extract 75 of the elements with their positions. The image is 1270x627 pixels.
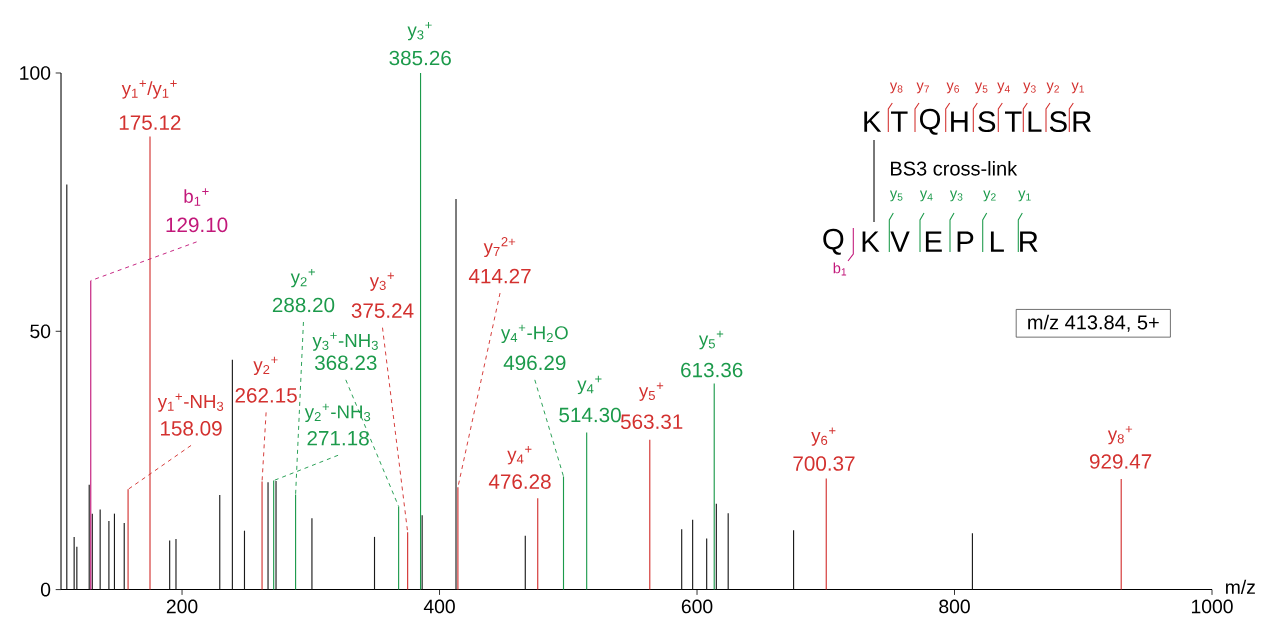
annotation: H	[951, 111, 968, 132]
annotation: y$_{7}$	[916, 82, 929, 94]
annotation: L	[990, 231, 1004, 252]
x-tick-label: 800	[939, 599, 970, 614]
annotation: T	[1005, 111, 1022, 132]
annotation: V	[890, 231, 910, 252]
text: y$_{3}$+	[407, 21, 432, 41]
y-tick-label: 50	[30, 324, 51, 339]
annotation: 414.27	[468, 268, 531, 284]
annotation: y$_{5}$	[974, 82, 988, 94]
annotation: S	[978, 111, 996, 133]
annotation: y$_{4}$+	[577, 375, 602, 395]
annotation: BS3 cross-link	[891, 160, 1018, 176]
annotation: 368.23	[314, 355, 377, 371]
annotation: y$_{1}$	[1018, 190, 1031, 202]
annotation: 262.15	[235, 388, 297, 403]
annotation: y$_{4}$+	[507, 446, 532, 465]
y-tick-label: 100	[20, 66, 51, 80]
annotation: y$_{2}$	[1046, 82, 1059, 94]
annotation: y$_{6}$+	[811, 427, 836, 446]
annotation: y$_{4}$$^{+}$-H$_{2}$O	[500, 324, 568, 344]
annotation: y$_{7}$2+	[483, 237, 516, 258]
annotation: y$_{4}$	[997, 82, 1010, 94]
annotation: 271.18	[307, 430, 369, 446]
annotation: E	[925, 231, 942, 252]
annotation: 175.12	[119, 115, 181, 130]
annotation: y$_{3}$	[1023, 82, 1036, 94]
annotation: y$_{8}$	[889, 82, 903, 94]
x-tick-label: 400	[423, 599, 455, 614]
annotation: y$_{5}$+	[638, 382, 664, 401]
annotation: R	[1020, 231, 1038, 252]
annotation: y$_{8}$+	[1107, 425, 1133, 445]
annotation: 496.29	[503, 355, 566, 371]
annotation: T	[891, 111, 908, 132]
annotation: m/z 413.84, 5+	[1028, 314, 1159, 332]
annotation: P	[957, 231, 974, 252]
x-tick-label: 200	[166, 599, 198, 614]
annotation: 613.36	[681, 362, 743, 378]
annotation: 563.31	[620, 414, 683, 430]
annotation: R	[1073, 111, 1091, 132]
annotation: y$_{2}$+	[253, 356, 278, 376]
annotation: 929.47	[1089, 454, 1152, 469]
x-axis-title: m/z	[1226, 579, 1255, 595]
annotation: y$_{1}$$^{+}$/y$_{1}$+	[121, 80, 177, 99]
x-tick-label: 1000	[1191, 599, 1233, 614]
y-tick-label: 0	[40, 582, 51, 597]
annotation: y$_{2}$	[983, 190, 996, 202]
annotation: b$_{1}$+	[184, 188, 209, 206]
annotation: y$_{3}$+	[369, 272, 394, 291]
annotation: 700.37	[793, 456, 855, 471]
annotation: L	[1028, 111, 1042, 132]
annotation: y$_{3}$	[949, 190, 963, 202]
annotation: K	[864, 111, 882, 132]
x-tick-label: 600	[681, 599, 713, 614]
annotation: 375.24	[351, 303, 414, 318]
annotation: 514.30	[559, 407, 621, 423]
annotation: 476.28	[488, 474, 551, 489]
annotation: y$_{6}$	[946, 82, 960, 94]
annotation: 158.09	[161, 421, 222, 436]
annotation: S	[1049, 111, 1067, 133]
annotation: K	[862, 231, 880, 252]
annotation: y$_{2}$$^{+}$-NH$_{3}$	[304, 403, 371, 423]
annotation: y$_{1}$$^{+}$-NH$_{3}$	[157, 393, 224, 412]
annotation: 288.20	[272, 297, 335, 313]
annotation: y$_{2}$+	[290, 268, 315, 288]
annotation: y$_{1}$	[1071, 82, 1084, 94]
annotation: y$_{4}$	[919, 190, 933, 202]
annotation: y$_{5}$+	[698, 330, 724, 350]
annotation: Q	[919, 108, 941, 135]
annotation: 385.26	[389, 50, 451, 66]
annotation: b$_{1}$	[833, 262, 847, 276]
annotation: y$_{3}$$^{+}$-NH$_{3}$	[312, 332, 378, 351]
annotation: 129.10	[166, 217, 228, 233]
annotation: Q	[823, 228, 844, 255]
annotation: y$_{5}$	[889, 190, 903, 202]
